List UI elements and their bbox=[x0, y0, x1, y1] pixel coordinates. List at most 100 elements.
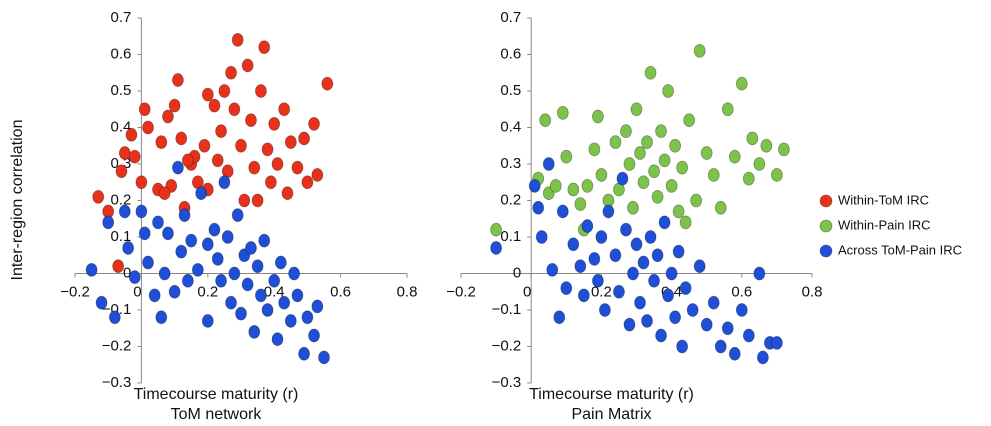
y-tick-label: 0.4 bbox=[500, 118, 521, 135]
point bbox=[574, 197, 587, 212]
y-tick-label: 0.7 bbox=[500, 9, 521, 26]
y-tick-label: −0.3 bbox=[492, 374, 522, 391]
point bbox=[634, 146, 646, 160]
point bbox=[669, 310, 682, 325]
x-tick-label: 0.8 bbox=[802, 283, 823, 300]
legend-label: Within-Pain IRC bbox=[838, 217, 930, 232]
point bbox=[231, 208, 244, 223]
point bbox=[662, 288, 674, 303]
point bbox=[595, 168, 608, 182]
point bbox=[658, 153, 671, 168]
point bbox=[756, 350, 769, 365]
point bbox=[125, 127, 138, 142]
point bbox=[215, 273, 227, 288]
point bbox=[651, 189, 664, 204]
point bbox=[308, 328, 320, 343]
point bbox=[138, 102, 151, 117]
point bbox=[181, 273, 194, 288]
legend-swatch bbox=[819, 219, 833, 233]
point bbox=[535, 230, 548, 244]
point bbox=[574, 259, 587, 274]
point bbox=[672, 204, 685, 219]
x-tick-label: 0.8 bbox=[397, 283, 418, 300]
point bbox=[102, 215, 115, 230]
point bbox=[591, 273, 604, 288]
point bbox=[556, 204, 569, 219]
point bbox=[560, 149, 573, 164]
point bbox=[172, 160, 184, 175]
point bbox=[175, 244, 188, 259]
point bbox=[613, 284, 625, 299]
point bbox=[637, 255, 650, 270]
point bbox=[581, 178, 594, 193]
point bbox=[641, 135, 653, 150]
point bbox=[662, 84, 674, 98]
point bbox=[245, 241, 257, 255]
point bbox=[248, 324, 261, 339]
point bbox=[721, 102, 734, 117]
point bbox=[108, 310, 121, 325]
point bbox=[258, 40, 271, 55]
point bbox=[278, 102, 291, 117]
point bbox=[198, 138, 211, 153]
point bbox=[115, 164, 128, 179]
point bbox=[298, 346, 310, 361]
point bbox=[221, 230, 234, 244]
point bbox=[172, 73, 184, 87]
point bbox=[271, 157, 284, 171]
point bbox=[623, 157, 636, 171]
point bbox=[560, 281, 573, 296]
point bbox=[218, 84, 231, 98]
point bbox=[211, 251, 224, 266]
point bbox=[648, 273, 660, 288]
point bbox=[588, 251, 601, 266]
y-tick-label: −0.2 bbox=[492, 337, 522, 354]
x-tick-label: 0 bbox=[523, 283, 531, 300]
point bbox=[753, 266, 766, 281]
point bbox=[321, 76, 334, 91]
point bbox=[616, 171, 629, 186]
y-tick-label: 0.6 bbox=[111, 45, 132, 62]
point bbox=[284, 314, 297, 328]
y-tick-label: 0 bbox=[513, 264, 521, 281]
point bbox=[301, 175, 314, 190]
point bbox=[291, 160, 304, 175]
y-tick-label: 0 bbox=[123, 264, 131, 281]
point bbox=[291, 288, 304, 303]
point bbox=[208, 98, 221, 113]
point bbox=[728, 149, 741, 164]
point bbox=[721, 321, 734, 336]
point bbox=[651, 248, 664, 263]
point bbox=[693, 43, 706, 58]
point bbox=[168, 98, 181, 113]
point bbox=[648, 164, 660, 179]
point bbox=[311, 299, 324, 314]
x-tick-label: 0.4 bbox=[264, 283, 285, 300]
legend-swatch bbox=[819, 194, 833, 208]
point bbox=[255, 84, 267, 98]
y-tick-label: 0.1 bbox=[500, 228, 521, 245]
point bbox=[162, 109, 174, 124]
y-axis-label: Inter-region correlation bbox=[9, 120, 26, 281]
point bbox=[162, 226, 174, 241]
point bbox=[128, 149, 141, 164]
point bbox=[658, 215, 671, 230]
point bbox=[251, 193, 264, 208]
point bbox=[742, 328, 755, 343]
point bbox=[231, 33, 244, 47]
point bbox=[112, 259, 125, 274]
point bbox=[669, 138, 682, 153]
point bbox=[235, 306, 247, 321]
point bbox=[278, 295, 291, 310]
point bbox=[118, 146, 131, 160]
point bbox=[676, 160, 689, 175]
point bbox=[553, 310, 566, 325]
point bbox=[771, 335, 783, 350]
point bbox=[581, 219, 594, 233]
point bbox=[85, 262, 98, 277]
point bbox=[588, 142, 601, 157]
point bbox=[195, 186, 208, 201]
point bbox=[490, 241, 503, 255]
point bbox=[138, 226, 151, 241]
